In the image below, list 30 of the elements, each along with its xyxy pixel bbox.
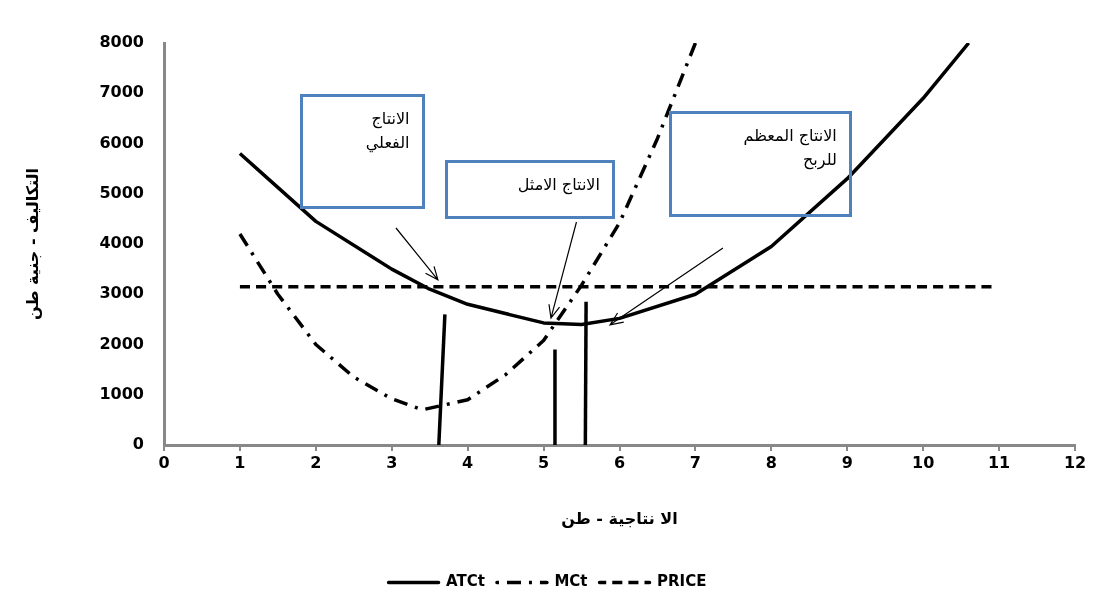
x-tick-label: 1 bbox=[234, 452, 246, 472]
y-tick-label: 1000 bbox=[99, 383, 144, 403]
x-tick-label: 9 bbox=[841, 452, 853, 472]
legend-label: ATCt bbox=[446, 572, 485, 591]
y-tick-label: 6000 bbox=[99, 132, 144, 152]
y-tick-label: 0 bbox=[132, 434, 144, 454]
x-tick-label: 0 bbox=[158, 452, 170, 472]
x-tick-label: 11 bbox=[987, 452, 1011, 472]
y-tick-label: 3000 bbox=[99, 283, 144, 303]
annotation: الانتاج الفعلي bbox=[364, 108, 410, 155]
x-tick-label: 10 bbox=[912, 452, 935, 472]
y-tick-label: 2000 bbox=[99, 333, 144, 353]
y-tick-label: 4000 bbox=[99, 233, 144, 253]
x-axis-title: الا نتاجية - طن bbox=[561, 508, 678, 528]
annotation: الانتاج المعظم للربح bbox=[742, 125, 837, 172]
legend-label: PRICE bbox=[657, 572, 707, 591]
x-tick-label: 5 bbox=[538, 452, 550, 472]
x-tick-label: 3 bbox=[386, 452, 398, 472]
annotation: الانتاج الامثل bbox=[516, 173, 600, 197]
x-tick-label: 2 bbox=[310, 452, 322, 472]
legend-label: MCt bbox=[554, 572, 588, 591]
x-tick-label: 8 bbox=[765, 452, 777, 472]
x-tick-label: 4 bbox=[462, 452, 474, 472]
y-tick-label: 7000 bbox=[99, 82, 144, 102]
x-tick-label: 7 bbox=[689, 452, 701, 472]
y-tick-label: 5000 bbox=[99, 182, 144, 202]
x-tick-label: 12 bbox=[1063, 452, 1087, 472]
y-tick-label: 8000 bbox=[99, 32, 144, 52]
x-tick-label: 6 bbox=[613, 452, 626, 472]
y-axis-title: التكاليف - جنية طن bbox=[22, 167, 42, 321]
